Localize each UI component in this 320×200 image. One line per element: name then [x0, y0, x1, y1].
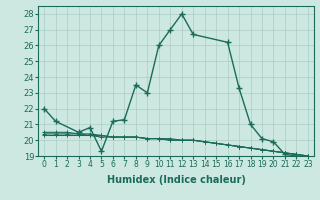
X-axis label: Humidex (Indice chaleur): Humidex (Indice chaleur): [107, 175, 245, 185]
